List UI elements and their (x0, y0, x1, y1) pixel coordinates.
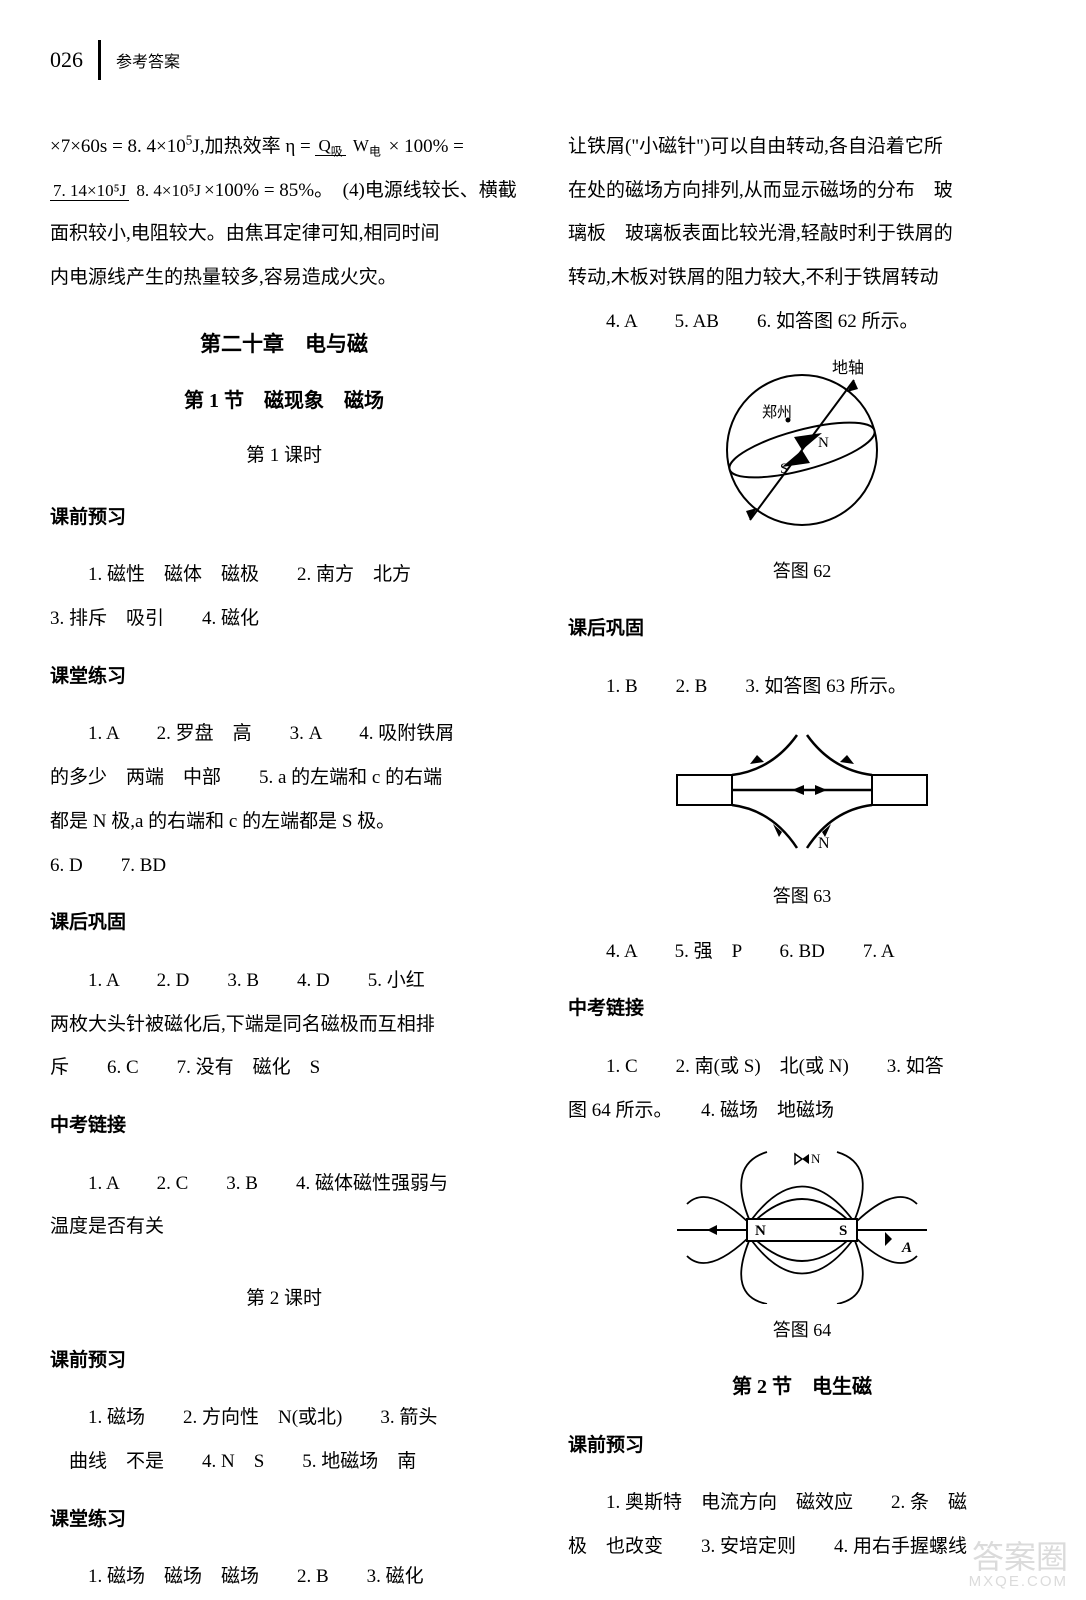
svg-text:地轴: 地轴 (832, 359, 864, 377)
svg-text:郑州: 郑州 (762, 404, 792, 421)
figure-64: N S N A (568, 1144, 1036, 1351)
preview-r-line-2: 极 也改变 3. 安培定则 4. 用右手握螺线 (568, 1525, 1036, 1569)
page-number: 026 (50, 47, 83, 73)
subsection-exercise-2: 课堂练习 (50, 1498, 518, 1542)
svg-text:S: S (780, 461, 788, 477)
fraction-q-w: Q吸 W电 (315, 136, 383, 159)
para-line-3: 璃板 玻璃板表面比较光滑,轻敲时利于铁屑的 (568, 212, 1036, 256)
link-line-1: 1. A 2. C 3. B 4. 磁体磁性强弱与 (50, 1162, 518, 1206)
content-columns: ×7×60s = 8. 4×105J,加热效率 η = Q吸 W电 × 100%… (50, 125, 1036, 1599)
exercise2-line-1: 1. 磁场 磁场 磁场 2. B 3. 磁化 (50, 1555, 518, 1599)
figure-64-caption: 答图 64 (568, 1310, 1036, 1351)
link-r-line-1: 1. C 2. 南(或 S) 北(或 N) 3. 如答 (568, 1045, 1036, 1089)
link-r-line-2: 图 64 所示。 4. 磁场 地磁场 (568, 1089, 1036, 1133)
svg-text:S: S (839, 1223, 847, 1239)
svg-text:N: N (818, 435, 829, 451)
para-line-2: 在处的磁场方向排列,从而显示磁场的分布 玻 (568, 169, 1036, 213)
header-divider (98, 40, 101, 80)
equation-line-2: 7. 14×10⁵J 8. 4×10⁵J ×100% = 85%。 (4)电源线… (50, 169, 518, 213)
link-line-2: 温度是否有关 (50, 1205, 518, 1249)
after-r-line-1: 1. B 2. B 3. 如答图 63 所示。 (568, 665, 1036, 709)
exercise-line-2: 的多少 两端 中部 5. a 的左端和 c 的右端 (50, 756, 518, 800)
subsection-link-r: 中考链接 (568, 987, 1036, 1031)
ans-line-1: 4. A 5. AB 6. 如答图 62 所示。 (568, 300, 1036, 344)
figure-62-caption: 答图 62 (568, 551, 1036, 592)
subsection-preview-r: 课前预习 (568, 1424, 1036, 1468)
right-column: 让铁屑("小磁针")可以自由转动,各自沿着它所 在处的磁场方向排列,从而显示磁场… (568, 125, 1036, 1599)
left-column: ×7×60s = 8. 4×105J,加热效率 η = Q吸 W电 × 100%… (50, 125, 518, 1599)
preview-r-line-1: 1. 奥斯特 电流方向 磁效应 2. 条 磁 (568, 1481, 1036, 1525)
equation-line-1: ×7×60s = 8. 4×105J,加热效率 η = Q吸 W电 × 100%… (50, 125, 518, 169)
section-1-title: 第 1 节 磁现象 磁场 (50, 378, 518, 424)
svg-text:N: N (755, 1223, 766, 1239)
svg-text:N: N (811, 1151, 821, 1166)
after-line-1: 1. A 2. D 3. B 4. D 5. 小红 (50, 959, 518, 1003)
figure-63: N 答图 63 (568, 720, 1036, 917)
exercise-line-1: 1. A 2. 罗盘 高 3. A 4. 吸附铁屑 (50, 712, 518, 756)
fraction-values: 7. 14×10⁵J 8. 4×10⁵J (50, 181, 204, 201)
preview-line-1: 1. 磁性 磁体 磁极 2. 南方 北方 (50, 553, 518, 597)
chapter-title: 第二十章 电与磁 (50, 320, 518, 368)
lesson-1-title: 第 1 课时 (50, 434, 518, 478)
equation-line-4: 内电源线产生的热量较多,容易造成火灾。 (50, 256, 518, 300)
subsection-link: 中考链接 (50, 1104, 518, 1148)
svg-text:N: N (818, 835, 830, 852)
after-line-3: 斥 6. C 7. 没有 磁化 S (50, 1046, 518, 1090)
preview2-line-1: 1. 磁场 2. 方向性 N(或北) 3. 箭头 (50, 1396, 518, 1440)
header-title: 参考答案 (116, 48, 180, 72)
exercise-line-4: 6. D 7. BD (50, 844, 518, 888)
equation-line-3: 面积较小,电阻较大。由焦耳定律可知,相同时间 (50, 212, 518, 256)
lesson-2-title: 第 2 课时 (50, 1277, 518, 1321)
after-r-line-2: 4. A 5. 强 P 6. BD 7. A (568, 930, 1036, 974)
subsection-preview-2: 课前预习 (50, 1339, 518, 1383)
section-2-title: 第 2 节 电生磁 (568, 1364, 1036, 1410)
page-header: 026 参考答案 (50, 40, 1036, 80)
para-line-1: 让铁屑("小磁针")可以自由转动,各自沿着它所 (568, 125, 1036, 169)
figure-62: 地轴 郑州 N S 答图 62 (568, 355, 1036, 592)
subsection-after: 课后巩固 (50, 901, 518, 945)
preview-line-2: 3. 排斥 吸引 4. 磁化 (50, 597, 518, 641)
figure-63-caption: 答图 63 (568, 876, 1036, 917)
exercise-line-3: 都是 N 极,a 的右端和 c 的左端都是 S 极。 (50, 800, 518, 844)
after-line-2: 两枚大头针被磁化后,下端是同名磁极而互相排 (50, 1003, 518, 1047)
subsection-preview: 课前预习 (50, 496, 518, 540)
para-line-4: 转动,木板对铁屑的阻力较大,不利于铁屑转动 (568, 256, 1036, 300)
subsection-exercise: 课堂练习 (50, 655, 518, 699)
subsection-after-r: 课后巩固 (568, 607, 1036, 651)
preview2-line-2: 曲线 不是 4. N S 5. 地磁场 南 (50, 1440, 518, 1484)
svg-text:A: A (901, 1240, 912, 1256)
